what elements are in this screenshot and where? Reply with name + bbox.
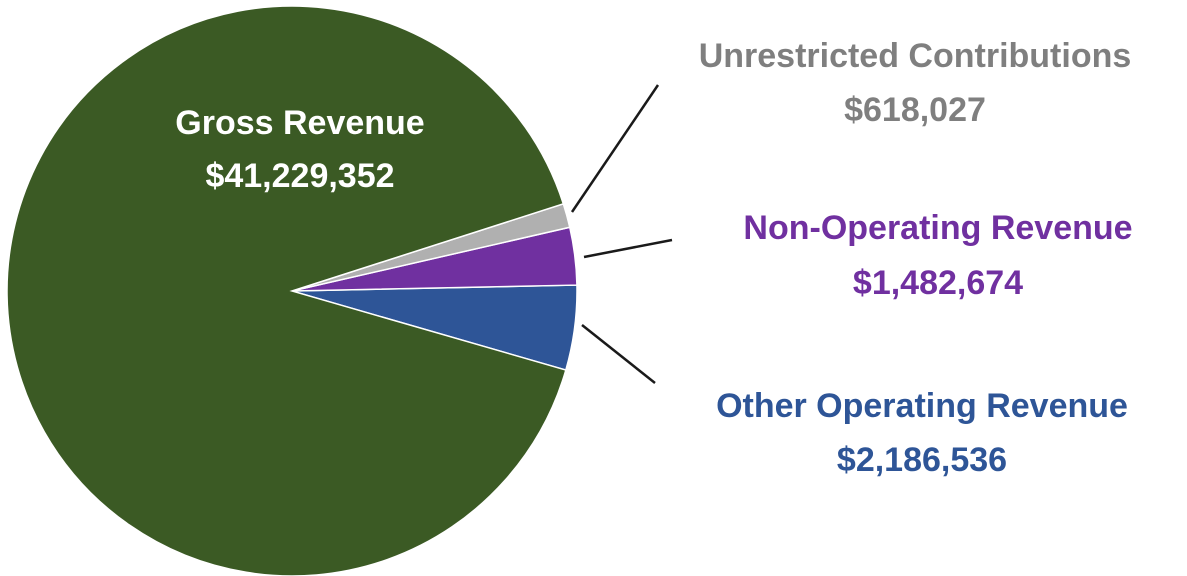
slice-label: Unrestricted Contributions	[699, 37, 1132, 75]
pie-slice	[6, 5, 567, 576]
slice-label: Non-Operating Revenue	[743, 209, 1132, 247]
value-label: $618,027	[844, 91, 986, 129]
value-label: $41,229,352	[205, 157, 394, 195]
leader-line	[581, 324, 656, 384]
slice-label: Other Operating Revenue	[716, 387, 1128, 425]
value-label: $1,482,674	[853, 264, 1023, 302]
leader-line	[570, 84, 660, 213]
leader-line	[583, 238, 673, 259]
value-label: $2,186,536	[837, 441, 1007, 479]
slice-label: Gross Revenue	[175, 104, 424, 142]
